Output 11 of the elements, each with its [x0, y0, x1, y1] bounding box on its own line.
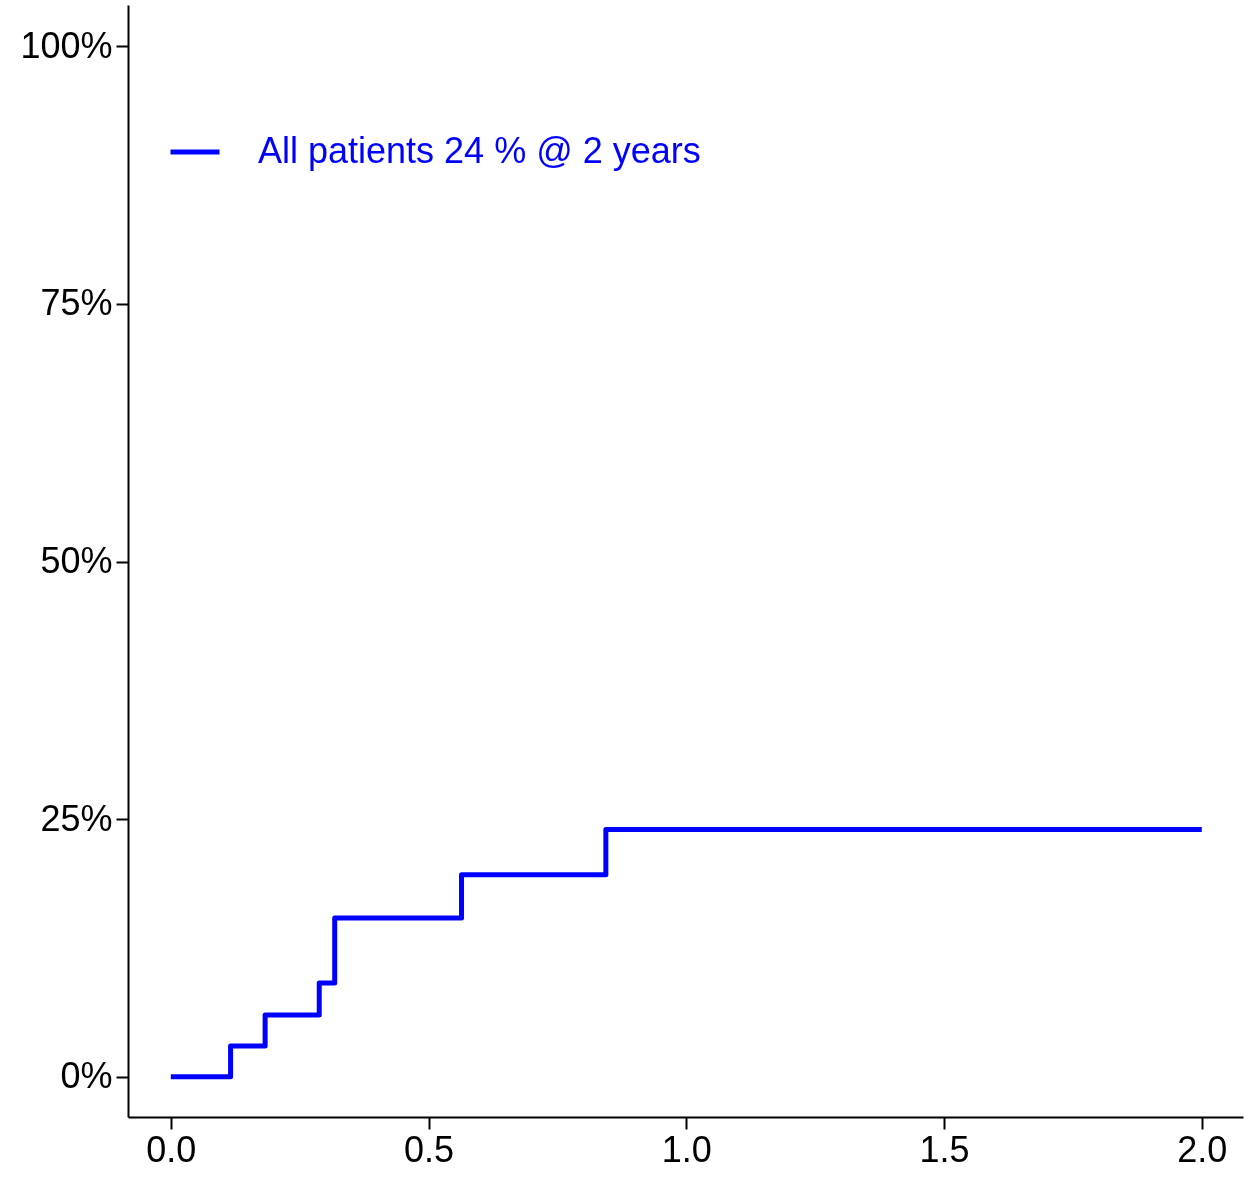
y-tick-label: 25% — [40, 797, 113, 839]
x-tick-label: 1.0 — [661, 1128, 712, 1170]
y-tick-label: 100% — [20, 24, 113, 66]
x-tick-label: 1.5 — [919, 1128, 970, 1170]
x-tick-label: 2.0 — [1177, 1128, 1228, 1170]
y-tick-label: 75% — [40, 282, 113, 324]
x-tick-label: 0.5 — [404, 1128, 455, 1170]
legend-label: All patients 24 % @ 2 years — [258, 130, 701, 171]
y-tick-label: 50% — [40, 540, 113, 582]
y-tick-label: 0% — [60, 1055, 113, 1097]
x-tick-label: 0.0 — [146, 1128, 197, 1170]
